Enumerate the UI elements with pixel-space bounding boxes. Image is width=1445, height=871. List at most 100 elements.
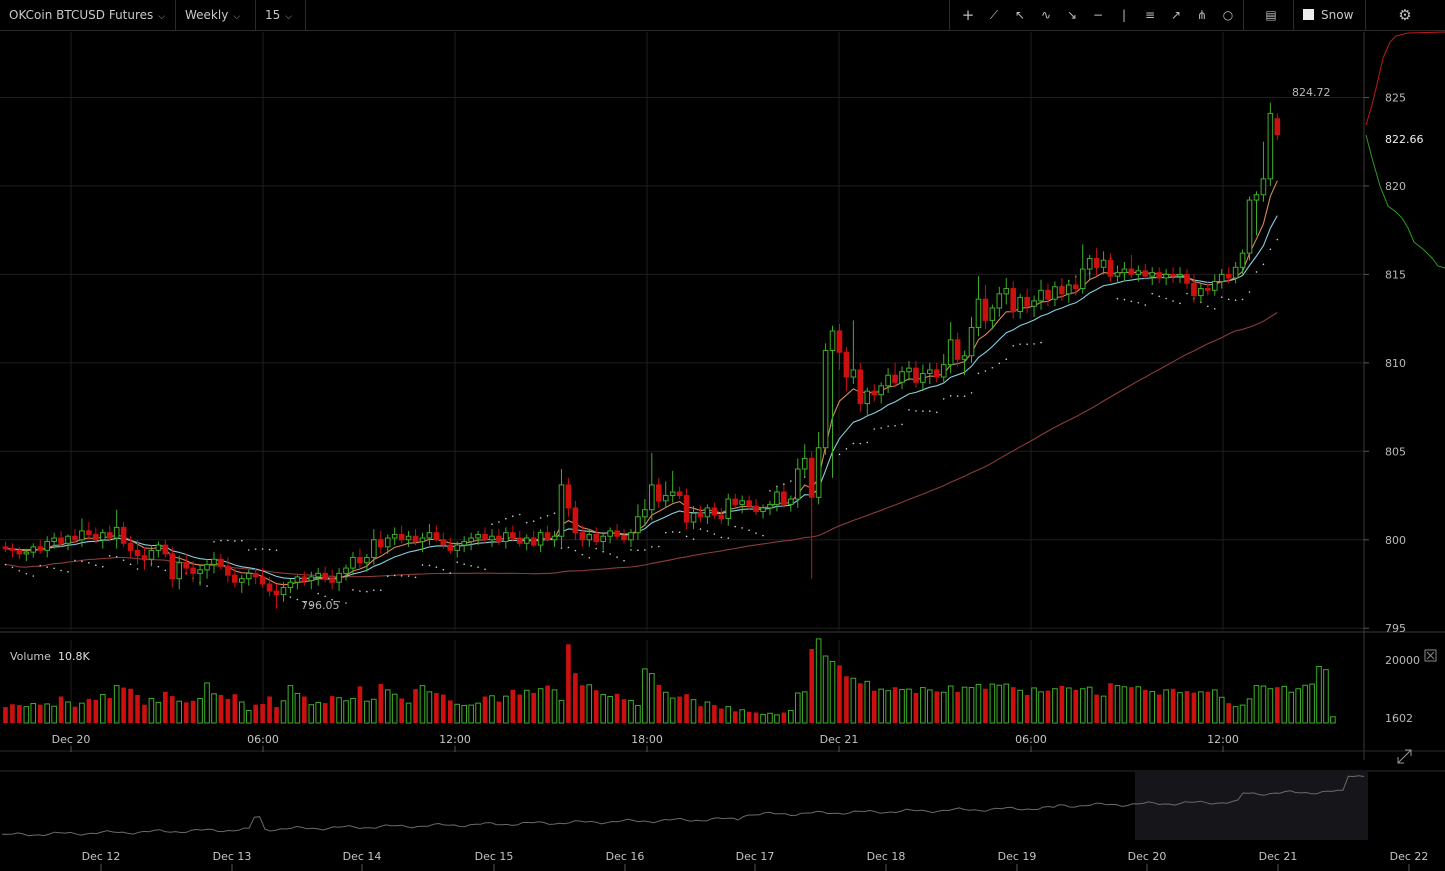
sar-dot: [122, 559, 125, 561]
sar-dot: [977, 372, 980, 375]
sar-dot: [11, 566, 14, 569]
volume-bar: [809, 649, 814, 723]
gear-icon[interactable]: ⚙: [1398, 6, 1412, 24]
candle-body: [113, 526, 120, 539]
symbol-label: OKCoin BTCUSD Futures: [9, 8, 154, 22]
candle-body: [975, 298, 982, 328]
candle-body: [1253, 194, 1260, 201]
circle-icon[interactable]: ○: [1222, 8, 1234, 22]
ray-icon[interactable]: ↖: [1014, 8, 1026, 22]
candle-body: [1038, 289, 1044, 302]
navigator-tick-label: Dec 17: [736, 850, 775, 863]
candle-body: [218, 558, 224, 567]
sar-dot: [956, 395, 959, 397]
navigator-window[interactable]: [1135, 772, 1368, 840]
candle-body: [86, 530, 92, 535]
volume-bar: [1114, 685, 1121, 724]
time-tick-label: 12:00: [1207, 733, 1239, 746]
plus-icon[interactable]: +: [961, 6, 975, 24]
arrow-icon[interactable]: ↘: [1066, 8, 1078, 22]
volume-bar: [656, 684, 662, 723]
sar-dot: [1033, 343, 1035, 345]
volume-bar: [1045, 690, 1051, 723]
candle-body: [16, 549, 23, 555]
expand-icon[interactable]: [1397, 749, 1412, 764]
volume-bar: [1170, 688, 1176, 723]
sar-dot: [303, 601, 306, 604]
time-tick-label: 12:00: [439, 733, 471, 746]
navigator[interactable]: Dec 12 Dec 13 Dec 14 Dec 15 Dec 16 Dec 17 Dec …: [1, 772, 1428, 871]
candle-body: [79, 530, 85, 541]
candle-body: [482, 533, 488, 541]
ma-mid-line: [5, 215, 1278, 580]
candle-body: [475, 533, 481, 539]
volume-bar: [287, 685, 294, 724]
toolbar-divider: [949, 0, 950, 31]
indicator-chart-icon[interactable]: ▤: [1265, 8, 1277, 22]
price-tick-label: 820: [1385, 180, 1406, 193]
sar-dot: [463, 563, 465, 565]
candle-body: [753, 505, 759, 512]
sar-dot: [1026, 343, 1028, 345]
candle-body: [1156, 272, 1162, 279]
volume-series: [3, 638, 1336, 724]
volume-bar: [121, 687, 126, 723]
price-tick-label: 825: [1385, 91, 1406, 104]
volume-bar: [822, 655, 829, 724]
sar-dot: [421, 564, 424, 566]
volume-bar: [940, 691, 947, 724]
candle-body: [384, 537, 391, 548]
volume-bar: [801, 691, 808, 724]
candle-body: [822, 349, 829, 449]
volume-bar: [858, 683, 863, 723]
line-icon[interactable]: ⟋: [989, 8, 999, 22]
volume-bar: [72, 706, 78, 723]
vline-icon[interactable]: |: [1121, 8, 1127, 22]
volume-bar: [829, 660, 836, 724]
symbol-selector[interactable]: OKCoin BTCUSD Futures ⌵: [0, 0, 176, 31]
volume-bar: [712, 705, 717, 723]
interval-selector[interactable]: 15 ⌵: [256, 0, 306, 31]
volume-bar: [441, 694, 446, 723]
contract-selector[interactable]: Weekly ⌵: [176, 0, 256, 31]
candle-body: [1211, 280, 1218, 291]
volume-bar: [719, 708, 724, 723]
volume-bar: [148, 697, 155, 724]
time-tick-label: Dec 21: [820, 733, 859, 746]
sar-dot: [393, 574, 396, 577]
volume-bar: [1017, 689, 1023, 724]
volume-bar: [1239, 704, 1246, 724]
pitchfork-icon[interactable]: ⋔: [1196, 8, 1208, 22]
volume-bar: [837, 665, 842, 723]
volume-bar: [1191, 692, 1197, 723]
volume-bar: [1024, 694, 1030, 723]
close-icon[interactable]: [1424, 649, 1437, 662]
sar-dot: [254, 548, 257, 550]
volume-bar: [399, 698, 404, 723]
curve-icon[interactable]: ∿: [1040, 8, 1052, 22]
volume-bar: [1295, 688, 1301, 724]
contract-label: Weekly: [185, 8, 229, 22]
close-icon-cross: [1426, 651, 1435, 660]
candle-body: [287, 581, 294, 589]
volume-bar: [51, 705, 57, 724]
fib-icon[interactable]: ↗: [1170, 8, 1182, 22]
sar-dot: [477, 566, 479, 568]
toolbar-divider: [1243, 0, 1244, 31]
hline-icon[interactable]: −: [1092, 8, 1104, 22]
channel-icon[interactable]: ≡: [1144, 8, 1156, 22]
time-tick-label: 18:00: [631, 733, 663, 746]
volume-bar: [93, 700, 99, 723]
volume-bar: [662, 691, 669, 724]
candle-body: [371, 539, 377, 558]
volume-bar: [426, 691, 433, 724]
candle-body: [273, 590, 280, 596]
volume-bar: [79, 702, 85, 724]
volume-bar: [607, 696, 613, 724]
high-annotation: 824.72: [1292, 86, 1331, 99]
sar-dot: [317, 592, 320, 595]
candle-body: [558, 484, 565, 537]
volume-bar: [1003, 683, 1010, 724]
theme-toggle[interactable]: Snow: [1294, 0, 1366, 31]
